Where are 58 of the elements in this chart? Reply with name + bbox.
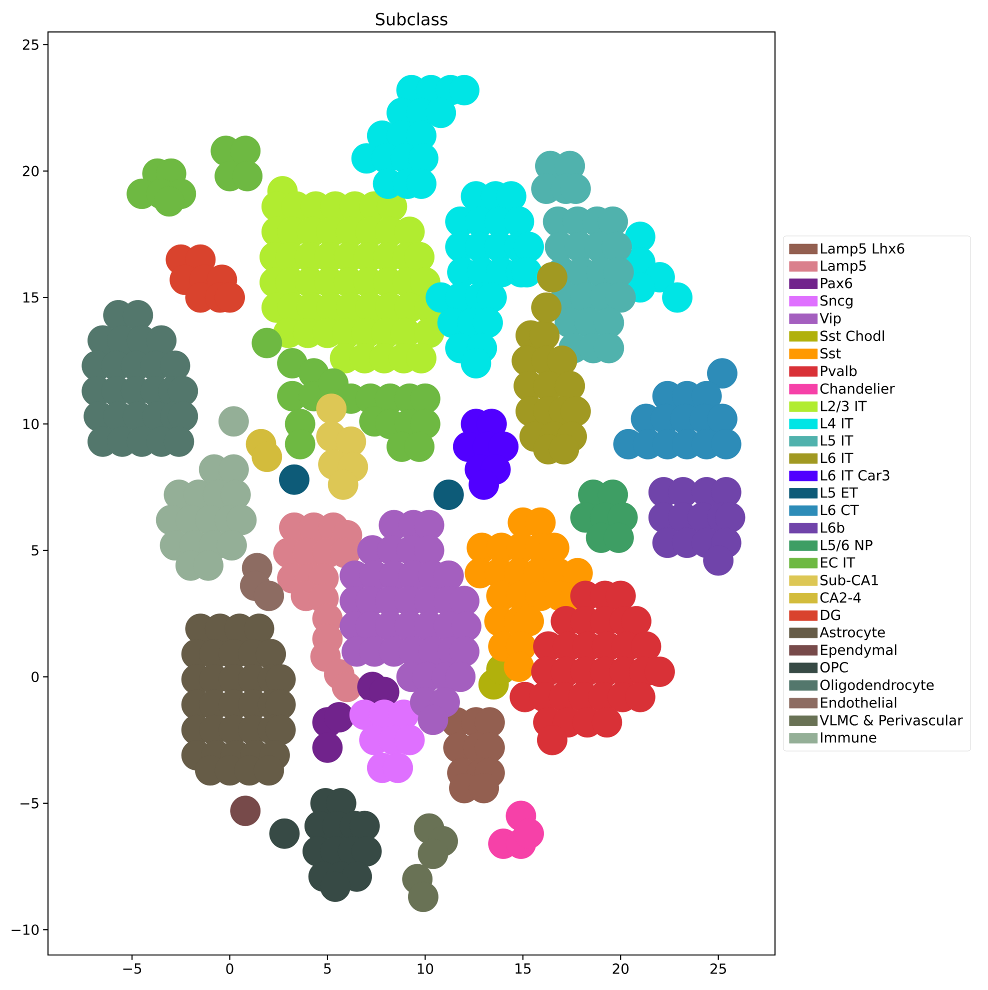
legend-label: L5 ET	[820, 487, 858, 498]
legend-label: OPC	[820, 662, 848, 673]
x-tick-label: 10	[418, 963, 434, 974]
y-tick-label: 10	[23, 418, 39, 430]
y-tick-label: 20	[22, 166, 39, 176]
x-tick-label: 25	[710, 963, 726, 974]
point	[269, 818, 300, 849]
legend-label: Immune	[820, 732, 876, 743]
legend-label: Vip	[820, 312, 841, 326]
y-tick-label: 15	[23, 292, 38, 303]
x-tick-label: −5	[123, 963, 142, 974]
x-tick-label: 15	[516, 963, 531, 974]
legend-label: L4 IT	[820, 418, 854, 428]
point	[433, 480, 464, 510]
y-tick-label: 5	[32, 545, 38, 556]
point	[218, 406, 249, 437]
y-tick-label: −10	[12, 924, 39, 935]
legend-label: VLMC & Perivascular	[820, 714, 963, 726]
x-tick-label: 20	[612, 963, 629, 974]
legend-label: L6 IT	[820, 452, 854, 464]
legend-label: Lamp5	[820, 260, 866, 274]
legend-label: L6 CT	[820, 504, 859, 516]
legend-label: Astrocyte	[820, 627, 885, 640]
legend-label: L6b	[820, 522, 844, 533]
point	[252, 328, 282, 358]
legend-label: CA2-4	[820, 592, 861, 603]
y-tick-label: 0	[32, 672, 39, 682]
y-tick-label: −5	[20, 798, 38, 808]
point	[531, 292, 562, 323]
legend-label: Lamp5 Lhx6	[820, 242, 904, 256]
legend-label: Ependymal	[820, 644, 896, 658]
legend-label: Chandelier	[820, 383, 895, 394]
point	[707, 358, 738, 389]
legend-label: Oligodendrocyte	[820, 679, 934, 693]
legend-label: L6 IT Car3	[820, 470, 890, 481]
point	[514, 818, 544, 849]
legend-label: DG	[820, 610, 840, 620]
legend-label: Sncg	[820, 295, 852, 308]
chart-title: Subclass	[376, 12, 448, 26]
legend-label: Sub-CA1	[820, 574, 878, 586]
x-tick-label: 5	[324, 963, 331, 974]
point	[230, 796, 261, 826]
legend-label: Sst Chodl	[820, 330, 884, 342]
point	[662, 282, 692, 313]
legend-label: Pax6	[820, 278, 852, 288]
legend-label: L5/6 NP	[820, 540, 872, 552]
legend-label: L5 IT	[820, 435, 854, 446]
point	[254, 580, 284, 612]
legend-label: Sst	[820, 348, 841, 359]
y-tick-label: 25	[22, 39, 38, 50]
legend-label: Pvalb	[820, 365, 857, 376]
x-tick-label: 0	[226, 963, 234, 974]
legend-label: L2/3 IT	[820, 400, 867, 412]
legend-label: Endothelial	[820, 697, 896, 708]
point	[316, 394, 347, 424]
legend-label: EC IT	[820, 557, 856, 568]
point	[537, 262, 568, 292]
point	[279, 464, 310, 495]
